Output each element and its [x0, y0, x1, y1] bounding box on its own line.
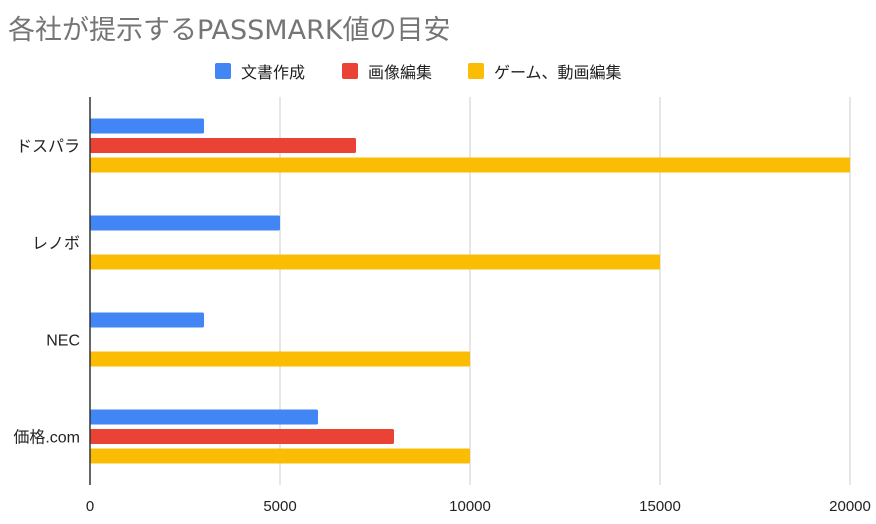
- legend-swatch-2: [468, 63, 484, 79]
- legend-label-2: ゲーム、動画編集: [494, 63, 622, 82]
- legend-item-0: 文書作成: [215, 56, 305, 86]
- category-label-2: NEC: [46, 333, 80, 350]
- x-tick-label-1: 5000: [263, 498, 296, 515]
- category-label-1: レノボ: [32, 235, 80, 253]
- legend-swatch-0: [215, 63, 231, 79]
- bar-0-0: [90, 118, 204, 134]
- x-tick-label-2: 10000: [449, 498, 491, 515]
- bar-3-2: [90, 448, 470, 464]
- category-label-3: 価格.com: [13, 429, 80, 447]
- bar-0-1: [90, 138, 356, 153]
- bar-0-2: [90, 157, 850, 173]
- legend-item-1: 画像編集: [342, 56, 432, 86]
- bar-1-2: [90, 254, 660, 270]
- legend-swatch-1: [342, 63, 358, 79]
- chart-legend: 文書作成 画像編集 ゲーム、動画編集: [0, 56, 876, 86]
- category-label-0: ドスパラ: [16, 139, 80, 156]
- bar-2-2: [90, 351, 470, 367]
- x-tick-label-4: 20000: [829, 498, 871, 515]
- bar-2-0: [90, 312, 204, 328]
- x-tick-label-0: 0: [86, 498, 94, 515]
- x-tick-label-3: 15000: [639, 498, 681, 515]
- bar-1-0: [90, 215, 280, 231]
- chart-title: 各社が提示するPASSMARK値の目安: [8, 15, 451, 46]
- bar-3-0: [90, 409, 318, 425]
- legend-item-2: ゲーム、動画編集: [468, 56, 622, 86]
- legend-label-1: 画像編集: [368, 63, 433, 82]
- legend-label-0: 文書作成: [241, 63, 306, 82]
- bar-3-1: [90, 429, 394, 444]
